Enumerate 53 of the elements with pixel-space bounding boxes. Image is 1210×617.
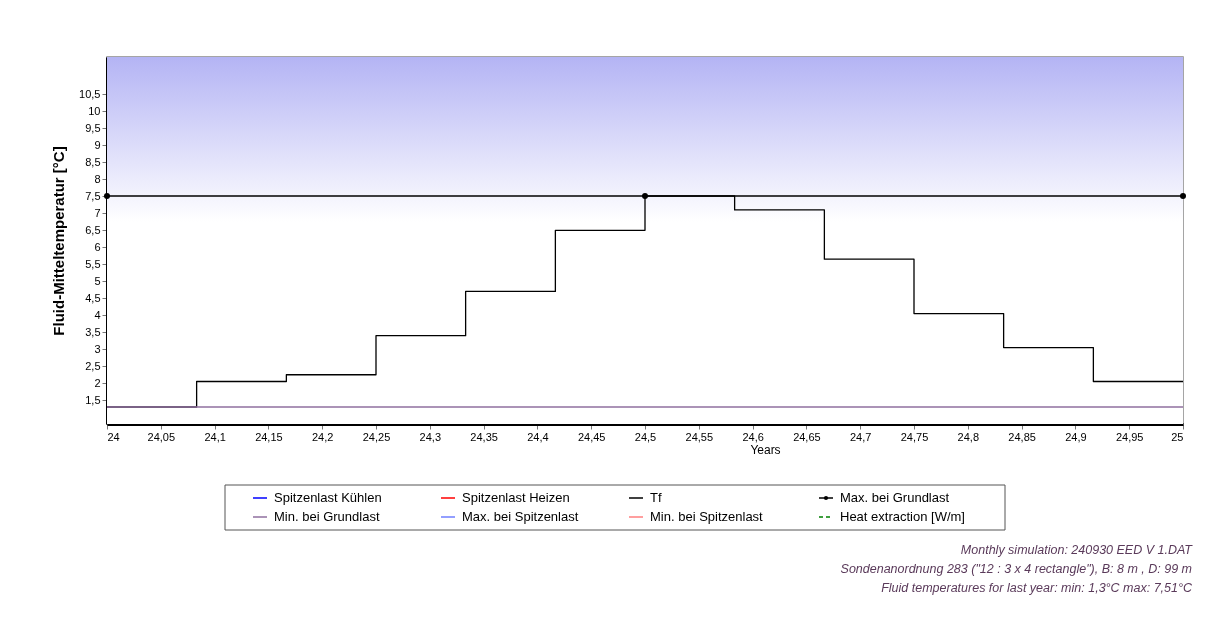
y-tick-label: 3 [94, 342, 101, 355]
text: Sondenanordnung 283 ("12 : 3 x 4 rectangle"), B: 8 m , D: 99 m [840, 562, 1192, 576]
y-tick-label: 4 [94, 308, 101, 321]
x-tick-label: 24,65 [793, 430, 821, 443]
y-tick-label: 3,5 [85, 325, 101, 338]
x-tick-label: 25 [1171, 430, 1184, 443]
y-tick-label: 1,5 [85, 393, 101, 406]
text: Fluid temperatures for last year: min: 1,3°C max: 7,51°C [881, 581, 1193, 595]
x-tick-label: 24,4 [527, 430, 549, 443]
y-tick-label: 6,5 [85, 223, 101, 236]
y-tick-label: 5 [94, 274, 101, 287]
x-tick-label: 24,5 [634, 430, 657, 443]
y-tick-label: 7 [94, 206, 101, 219]
x-tick-label: 24,25 [362, 430, 391, 443]
x-tick-label: 24,6 [742, 430, 764, 443]
x-tick-label: 24,55 [685, 430, 714, 443]
y-tick-label: 2,5 [85, 359, 101, 372]
y-tick-label: 8,5 [85, 155, 101, 168]
y-axis-title: Fluid-Mitteltemperatur [°C] [50, 146, 68, 336]
x-tick-label: 24,3 [419, 430, 442, 443]
x-tick-label: 24,05 [147, 430, 176, 443]
legend-label: Tf [650, 490, 662, 505]
legend-label: Min. bei Grundlast [274, 509, 380, 524]
y-tick-label: 4,5 [85, 291, 101, 304]
legend-label: Spitzenlast Heizen [462, 490, 570, 505]
legend-label: Max. bei Spitzenlast [462, 509, 579, 524]
x-tick-label: 24,95 [1115, 430, 1144, 443]
y-tick-label: 9 [94, 138, 101, 151]
x-tick-label: 24,9 [1065, 430, 1087, 443]
y-tick-label: 10,5 [79, 87, 101, 100]
x-tick-label: 24,85 [1008, 430, 1036, 443]
y-tick-label: 7,5 [85, 189, 101, 202]
x-tick-label: 24,15 [255, 430, 283, 443]
x-tick-label: 24,35 [470, 430, 498, 443]
y-tick-label: 9,5 [85, 121, 101, 134]
x-tick-label: 24,75 [900, 430, 929, 443]
y-tick-label: 10 [88, 104, 101, 117]
x-tick-label: 24 [107, 430, 120, 443]
x-axis-title: Years [750, 442, 781, 457]
x-tick-label: 24,2 [311, 430, 334, 443]
x-tick-label: 24,45 [577, 430, 606, 443]
y-tick-label: 5,5 [85, 257, 101, 270]
legend-label: Max. bei Grundlast [840, 490, 950, 505]
text: Monthly simulation: 240930 EED V 1.DAT [960, 543, 1194, 557]
legend-label: Heat extraction [W/m] [840, 509, 965, 524]
legend-label: Spitzenlast Kühlen [274, 490, 382, 505]
y-tick-label: 2 [94, 376, 101, 389]
x-tick-label: 24,8 [957, 430, 980, 443]
x-tick-label: 24,7 [849, 430, 872, 443]
y-tick-label: 6 [94, 240, 101, 253]
y-tick-label: 8 [94, 172, 101, 185]
legend-label: Min. bei Spitzenlast [650, 509, 764, 524]
x-tick-label: 24,1 [204, 430, 226, 443]
